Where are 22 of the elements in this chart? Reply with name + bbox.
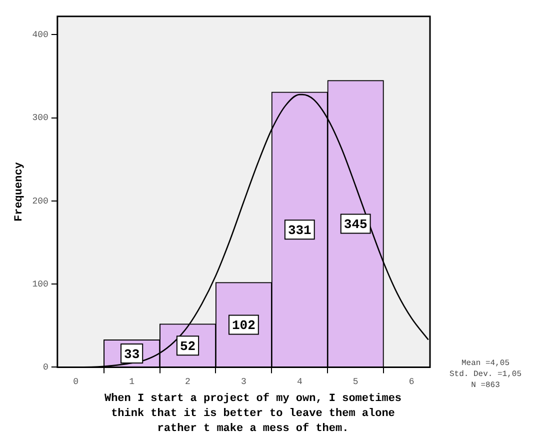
text: N =863	[470, 380, 501, 391]
x-tick-label: 1	[129, 376, 135, 387]
x-tick-label: 6	[408, 376, 414, 387]
y-tick-label: 300	[32, 113, 48, 124]
y-tick-label: 100	[32, 279, 48, 290]
y-tick-label: 0	[42, 362, 48, 373]
x-tick-label: 4	[296, 376, 302, 387]
data-label: 345	[344, 217, 368, 232]
x-tick-label: 3	[241, 376, 246, 387]
x-tick-label: 2	[185, 376, 190, 387]
y-tick-label: 400	[32, 30, 48, 40]
x-axis-title: When I start a project of my own, I sometimes think that it is better to leave them alone rather t make a mess of them.	[103, 392, 403, 437]
text: Std. Dev. =1,05	[448, 369, 522, 380]
y-axis-title: Frequency	[13, 162, 26, 222]
y-tick-label: 200	[32, 196, 48, 206]
x-tick-label: 5	[352, 376, 358, 387]
data-label: 52	[180, 338, 196, 354]
data-label: 33	[124, 346, 140, 362]
data-label: 331	[288, 222, 312, 238]
text: Mean =4,05	[460, 358, 510, 369]
x-tick-label: 0	[73, 376, 79, 387]
data-label: 102	[232, 318, 256, 334]
